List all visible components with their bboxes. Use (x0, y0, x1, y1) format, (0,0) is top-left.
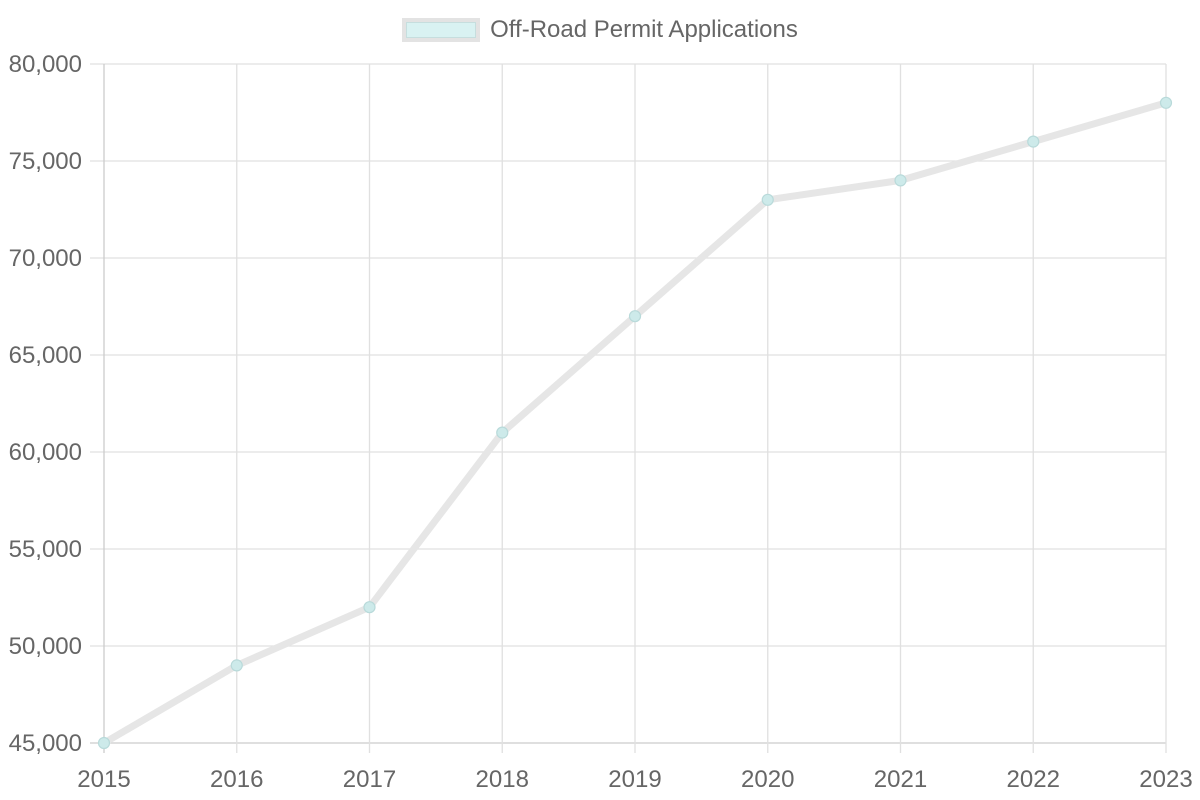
y-tick-label: 70,000 (9, 245, 82, 272)
data-point[interactable] (230, 659, 243, 672)
legend-label: Off-Road Permit Applications (490, 16, 798, 43)
chart-legend[interactable]: Off-Road Permit Applications (0, 16, 1200, 44)
data-point[interactable] (1159, 96, 1173, 109)
x-tick-label: 2015 (77, 766, 130, 793)
data-point[interactable] (97, 736, 111, 750)
data-point[interactable] (894, 174, 907, 187)
data-point[interactable] (496, 426, 509, 439)
data-point[interactable] (1027, 135, 1040, 148)
data-point[interactable] (363, 601, 376, 614)
x-tick-label: 2019 (608, 766, 661, 793)
x-tick-label: 2020 (741, 766, 794, 793)
y-tick-label: 60,000 (9, 439, 82, 466)
y-tick-label: 75,000 (9, 148, 82, 175)
legend-swatch (402, 18, 481, 42)
x-tick-label: 2016 (210, 766, 263, 793)
y-tick-label: 80,000 (9, 51, 82, 78)
x-tick-label: 2023 (1139, 766, 1192, 793)
data-point[interactable] (761, 193, 774, 206)
x-tick-label: 2022 (1007, 766, 1060, 793)
y-tick-label: 55,000 (9, 536, 82, 563)
x-tick-label: 2017 (343, 766, 396, 793)
x-tick-label: 2018 (476, 766, 529, 793)
x-tick-label: 2021 (874, 766, 927, 793)
y-tick-label: 45,000 (9, 730, 82, 757)
data-point[interactable] (628, 310, 642, 323)
y-tick-label: 50,000 (9, 633, 82, 660)
data-series (97, 96, 1173, 750)
x-axis: 2015 2016 2017 2018 2019 2020 2021 2022 2023 (77, 766, 1192, 793)
y-tick-label: 65,000 (9, 342, 82, 369)
grid-lines (90, 63, 1167, 753)
y-axis: 45,000 50,000 55,000 60,000 65,000 70,000 75,0… (9, 51, 82, 757)
